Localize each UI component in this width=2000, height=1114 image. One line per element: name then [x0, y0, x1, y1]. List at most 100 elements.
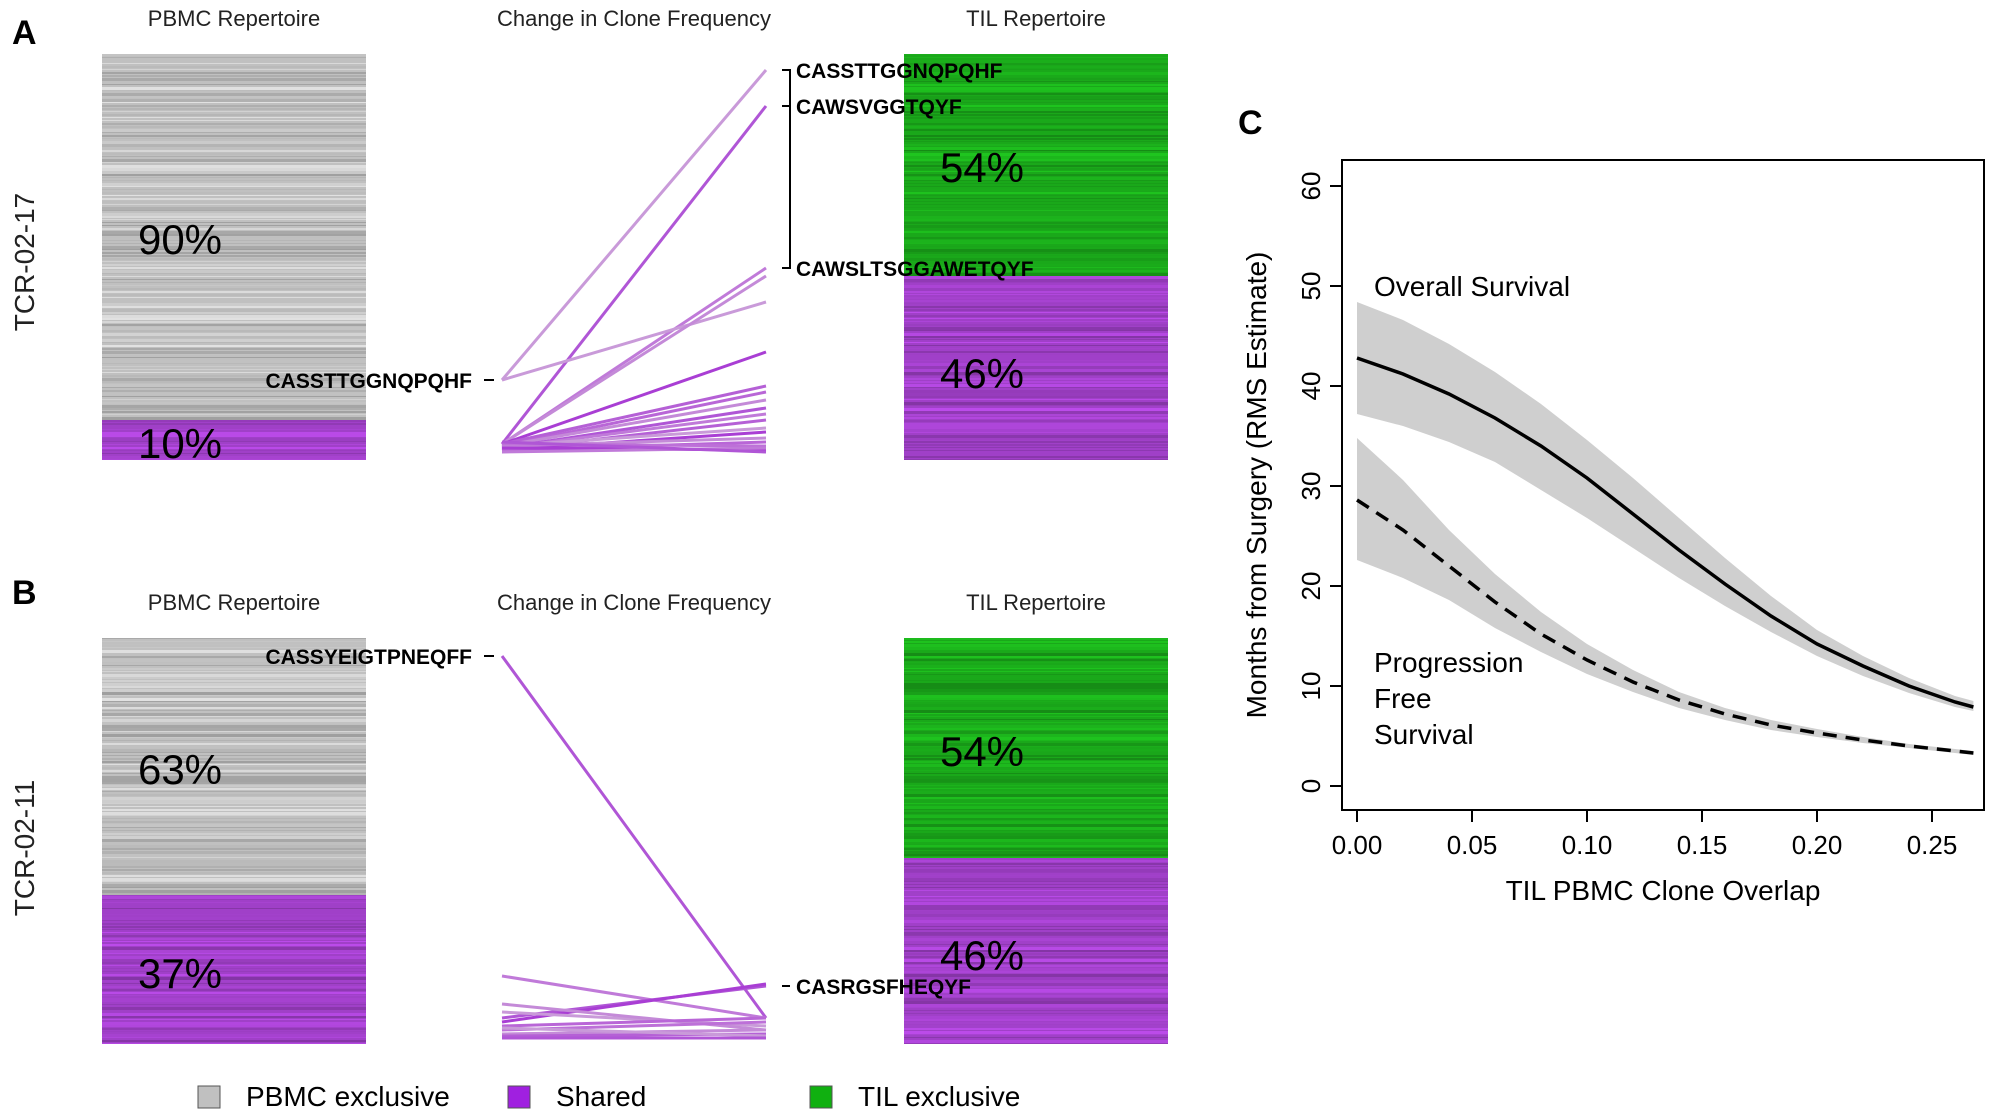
clone-stripe: [102, 821, 366, 823]
clone-stripe: [904, 869, 1168, 872]
til-bar-a: [904, 54, 1168, 460]
clone-stripe: [102, 216, 366, 218]
clone-stripe: [102, 258, 366, 260]
panel-c: C 0.00 0.05 0.10 0.15 0.20 0.25 0 10 20 30 40 50 60…: [1238, 104, 1985, 906]
clone-stripe: [102, 420, 366, 422]
clone-stripe: [102, 195, 366, 196]
clone-stripe: [102, 450, 366, 451]
clone-stripe: [904, 1028, 1168, 1030]
clone-stripe: [904, 758, 1168, 760]
clone-stripe: [102, 1037, 366, 1038]
clone-stripe: [102, 941, 366, 942]
clone-stripe: [102, 204, 366, 205]
clone-stripe: [102, 411, 366, 413]
clone-stripe: [904, 1019, 1168, 1021]
panel-letter-c: C: [1238, 104, 1263, 142]
y-axis-title: Months from Surgery (RMS Estimate): [1241, 252, 1272, 719]
clone-stripe: [102, 935, 366, 937]
clone-stripe: [102, 830, 366, 831]
clone-stripe: [904, 848, 1168, 850]
clone-stripe: [904, 297, 1168, 299]
clone-stripe: [904, 66, 1168, 68]
clone-stripe: [102, 243, 366, 244]
clone-stripe: [102, 66, 366, 68]
clone-stripe: [904, 941, 1168, 943]
clone-stripe: [102, 348, 366, 350]
clone-stripe: [904, 249, 1168, 252]
til-pct-exclusive-b: 54%: [940, 728, 1024, 775]
clone-stripe: [904, 647, 1168, 650]
survival-lines: [1356, 356, 1974, 755]
legend-label-pbmc: PBMC exclusive: [246, 1081, 450, 1112]
clone-stripe: [904, 108, 1168, 111]
clone-stripe: [904, 926, 1168, 927]
panel-letter-a: A: [12, 14, 37, 52]
clone-stripe: [904, 809, 1168, 810]
clone-stripe: [904, 998, 1168, 1001]
clone-stripe: [102, 180, 366, 181]
clone-stripe: [904, 132, 1168, 133]
clone-stripe: [904, 129, 1168, 131]
clone-stripe: [904, 93, 1168, 95]
clone-stripe: [102, 207, 366, 210]
clone-stripe: [102, 773, 366, 774]
clone-stripe: [904, 950, 1168, 952]
clone-stripe: [102, 863, 366, 866]
clone-stripe: [904, 977, 1168, 980]
clone-stripe: [904, 959, 1168, 962]
clone-stripe: [904, 938, 1168, 941]
clone-stripe: [102, 213, 366, 216]
clone-stripe: [102, 983, 366, 984]
clone-stripe: [102, 737, 366, 738]
annotation-overall-survival: Overall Survival: [1374, 271, 1570, 302]
clone-stripe: [904, 761, 1168, 763]
clone-stripe: [904, 881, 1168, 882]
clone-stripe: [904, 674, 1168, 675]
clone-stripe: [904, 264, 1168, 266]
clone-stripe: [904, 965, 1168, 967]
clone-stripe: [102, 273, 366, 274]
clone-line: [501, 974, 767, 1020]
clone-stripe: [102, 677, 366, 679]
clone-stripe: [904, 189, 1168, 191]
clone-stripe: [102, 357, 366, 358]
clone-stripe: [904, 165, 1168, 167]
clone-stripe: [904, 63, 1168, 65]
clone-stripe: [904, 339, 1168, 340]
clone-stripe: [904, 336, 1168, 338]
clone-stripe: [102, 294, 366, 296]
y-tick-label: 30: [1296, 472, 1326, 501]
clone-stripe: [102, 794, 366, 796]
clone-stripe: [904, 656, 1168, 658]
clone-stripe: [904, 827, 1168, 830]
clone-stripe: [102, 779, 366, 782]
clone-stripe: [904, 117, 1168, 119]
clone-stripe: [102, 108, 366, 110]
clone-stripe: [904, 971, 1168, 973]
clone-stripe: [102, 752, 366, 753]
pbmc-bar-a: [102, 54, 366, 460]
clone-stripe: [102, 698, 366, 701]
clone-stripe: [904, 845, 1168, 847]
clone-stripe: [102, 851, 366, 854]
clone-stripe: [102, 117, 366, 118]
clone-stripe: [102, 1004, 366, 1005]
clone-stripe: [102, 806, 366, 807]
clone-stripe: [102, 743, 366, 745]
clone-stripe: [102, 845, 366, 848]
clone-stripe: [904, 288, 1168, 291]
clone-stripe: [102, 908, 366, 909]
clone-stripe: [102, 686, 366, 688]
clone-stripe: [904, 839, 1168, 842]
clone-stripe: [102, 956, 366, 959]
clone-stripe: [102, 225, 366, 226]
clone-stripe: [102, 228, 366, 230]
clone-stripe: [102, 63, 366, 64]
clone-stripe: [904, 713, 1168, 714]
clone-stripe: [904, 261, 1168, 262]
clone-stripe: [904, 222, 1168, 224]
clone-stripe: [904, 704, 1168, 707]
clone-stripe: [102, 1019, 366, 1020]
clone-stripe: [102, 965, 366, 966]
clone-stripe: [102, 318, 366, 320]
